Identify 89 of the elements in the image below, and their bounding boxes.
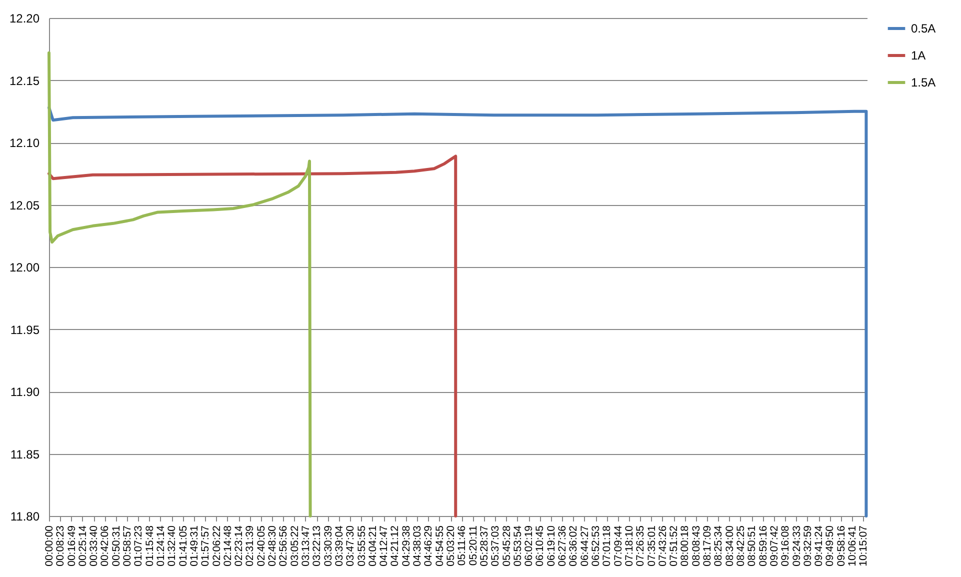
x-tick-label: 02:31:39 bbox=[244, 525, 256, 566]
y-tick-label: 11.95 bbox=[10, 322, 40, 337]
x-tick-label: 06:02:19 bbox=[523, 525, 536, 566]
x-tick-label: 02:56:56 bbox=[278, 525, 290, 566]
x-tick-label: 08:17:09 bbox=[702, 525, 714, 566]
x-tick-label: 10:15:07 bbox=[858, 525, 870, 566]
x-tick-label: 01:49:31 bbox=[188, 525, 200, 566]
y-tick-label: 11.80 bbox=[10, 510, 40, 524]
x-tick-label: 07:01:18 bbox=[601, 525, 614, 566]
y-tick-label: 11.85 bbox=[10, 447, 40, 462]
x-tick-label: 00:08:23 bbox=[54, 525, 67, 566]
x-tick-label: 01:15:48 bbox=[144, 525, 156, 566]
x-tick-label: 09:58:16 bbox=[835, 525, 848, 566]
x-tick-label: 01:41:05 bbox=[177, 525, 190, 566]
y-tick-label: 12.00 bbox=[9, 260, 40, 274]
x-tick-label: 05:53:54 bbox=[512, 525, 524, 566]
x-tick-label: 03:30:39 bbox=[322, 525, 334, 566]
x-tick-label: 07:18:10 bbox=[623, 525, 636, 566]
x-tick-label: 04:29:38 bbox=[400, 525, 412, 566]
x-tick-label: 03:05:22 bbox=[288, 525, 301, 566]
x-tick-label: 03:47:30 bbox=[344, 525, 357, 566]
legend-label: 1.5A bbox=[911, 76, 936, 90]
line-series bbox=[48, 106, 868, 518]
x-tick-label: 03:55:55 bbox=[356, 525, 368, 566]
y-tick-label: 12.05 bbox=[9, 198, 40, 212]
x-tick-label: 00:00:00 bbox=[44, 525, 56, 566]
x-tick-label: 06:44:27 bbox=[578, 525, 591, 566]
x-tick-label: 09:49:50 bbox=[824, 525, 836, 566]
x-tick-label: 02:14:48 bbox=[222, 525, 234, 566]
x-tick-label: 02:06:22 bbox=[210, 525, 223, 566]
x-tick-label: 06:19:10 bbox=[545, 525, 558, 566]
x-tick-label: 08:00:18 bbox=[679, 525, 692, 566]
x-tick-label: 05:28:37 bbox=[478, 525, 490, 566]
x-tick-label: 03:13:47 bbox=[300, 525, 312, 566]
x-tick-label: 00:16:49 bbox=[66, 525, 78, 566]
x-tick-label: 06:36:02 bbox=[568, 525, 580, 566]
x-tick-label: 08:59:16 bbox=[757, 525, 770, 566]
legend-label: 0.5A bbox=[911, 22, 936, 36]
x-tick-label: 05:11:46 bbox=[456, 525, 468, 566]
x-tick-label: 03:39:04 bbox=[333, 525, 346, 566]
line-series bbox=[48, 51, 312, 518]
x-tick-label: 09:07:42 bbox=[768, 525, 780, 566]
x-tick-label: 05:37:03 bbox=[490, 525, 502, 566]
x-tick-label: 02:23:14 bbox=[233, 525, 246, 566]
x-tick-label: 05:45:28 bbox=[500, 525, 513, 566]
x-tick-label: 07:35:01 bbox=[646, 525, 658, 566]
x-tick-label: 02:40:05 bbox=[255, 525, 268, 566]
y-tick-label: 11.90 bbox=[10, 385, 40, 399]
y-tick-label: 12.20 bbox=[9, 12, 40, 26]
x-tick-label: 04:21:12 bbox=[389, 525, 402, 566]
x-tick-label: 03:22:13 bbox=[311, 525, 324, 566]
x-tick-label: 01:57:57 bbox=[200, 525, 212, 566]
x-tick-label: 01:32:40 bbox=[166, 525, 178, 566]
x-tick-label: 09:41:24 bbox=[813, 525, 826, 566]
x-tick-label: 08:08:43 bbox=[690, 525, 702, 566]
x-tick-label: 04:54:55 bbox=[434, 525, 446, 566]
x-tick-label: 04:04:21 bbox=[366, 525, 379, 566]
line-series bbox=[48, 154, 458, 518]
x-tick-label: 08:42:25 bbox=[734, 525, 747, 566]
x-tick-label: 07:43:26 bbox=[656, 525, 669, 566]
x-tick-label: 02:48:30 bbox=[266, 525, 279, 566]
x-tick-label: 06:10:45 bbox=[534, 525, 546, 566]
legend-label: 1A bbox=[911, 48, 926, 62]
x-tick-label: 00:33:40 bbox=[88, 525, 100, 566]
x-tick-label: 05:20:11 bbox=[467, 525, 480, 566]
x-tick-label: 04:12:47 bbox=[378, 525, 390, 566]
x-tick-label: 00:42:06 bbox=[99, 525, 112, 566]
x-tick-label: 08:25:34 bbox=[712, 525, 725, 566]
x-tick-label: 04:46:29 bbox=[422, 525, 435, 566]
x-tick-label: 00:50:31 bbox=[110, 525, 122, 566]
x-tick-label: 07:09:44 bbox=[612, 525, 624, 566]
x-tick-label: 04:38:03 bbox=[412, 525, 424, 566]
x-tick-label: 00:25:14 bbox=[76, 525, 89, 566]
x-tick-label: 07:26:35 bbox=[634, 525, 647, 566]
x-tick-label: 10:06:41 bbox=[846, 525, 859, 566]
x-tick-label: 09:24:33 bbox=[790, 525, 803, 566]
y-tick-label: 12.15 bbox=[9, 74, 40, 88]
x-tick-label: 01:24:14 bbox=[154, 525, 167, 566]
x-tick-label: 01:07:23 bbox=[132, 525, 145, 566]
x-tick-label: 00:58:57 bbox=[122, 525, 134, 566]
y-tick-label: 12.10 bbox=[9, 136, 40, 150]
x-tick-label: 09:16:08 bbox=[780, 525, 792, 566]
x-tick-label: 08:50:51 bbox=[746, 525, 758, 566]
x-tick-label: 06:27:36 bbox=[556, 525, 569, 566]
x-tick-label: 05:03:20 bbox=[445, 525, 458, 566]
x-tick-label: 06:52:53 bbox=[590, 525, 602, 566]
x-tick-label: 08:34:00 bbox=[724, 525, 736, 566]
x-tick-label: 07:51:52 bbox=[668, 525, 680, 566]
x-tick-label: 09:32:59 bbox=[802, 525, 814, 566]
